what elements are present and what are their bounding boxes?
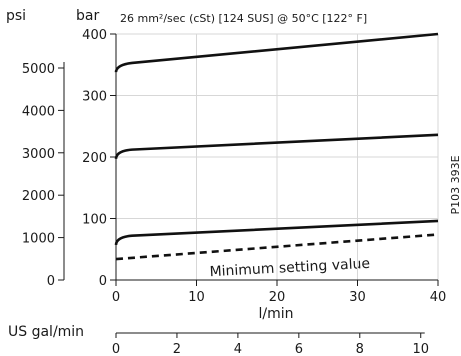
series-line-3 bbox=[114, 219, 439, 246]
x-tick-label: 30 bbox=[349, 290, 366, 305]
series-line-2 bbox=[114, 133, 439, 160]
y-tick-label-psi: 0 bbox=[47, 274, 55, 289]
y-tick-label-psi: 5000 bbox=[22, 62, 55, 77]
y-tick-label-psi: 3000 bbox=[22, 147, 55, 162]
x2-tick-label: 4 bbox=[234, 342, 242, 356]
y-tick-label-bar: 400 bbox=[82, 28, 107, 43]
grid-layer bbox=[116, 33, 439, 280]
x2-tick-label: 8 bbox=[356, 342, 364, 356]
y-tick-label-psi: 2000 bbox=[22, 189, 55, 204]
x-axis-label: l/min bbox=[258, 306, 293, 322]
x-tick-label: 20 bbox=[269, 290, 286, 305]
y-tick-label-psi: 1000 bbox=[22, 232, 55, 247]
y-tick-label-bar: 300 bbox=[82, 90, 107, 105]
x2-axis-label: US gal/min bbox=[8, 324, 84, 340]
x-tick-label: 10 bbox=[188, 290, 205, 305]
y-tick-label-bar: 200 bbox=[82, 151, 107, 166]
x-tick-label: 0 bbox=[112, 290, 120, 305]
x2-tick-label: 0 bbox=[112, 342, 120, 356]
minimum-setting-line bbox=[115, 233, 439, 261]
x2-tick-label: 6 bbox=[295, 342, 303, 356]
x2-tick-label: 2 bbox=[173, 342, 181, 356]
y-tick-label-bar: 0 bbox=[99, 274, 107, 289]
y-tick-label-bar: 100 bbox=[82, 213, 107, 228]
x-tick-label: 40 bbox=[430, 290, 447, 305]
x2-tick-label: 10 bbox=[412, 342, 429, 356]
y-tick-label-psi: 4000 bbox=[22, 104, 55, 119]
y-axis-label-psi: psi bbox=[6, 8, 26, 24]
series-line-1 bbox=[114, 32, 439, 73]
minimum-setting-annotation: Minimum setting value bbox=[209, 256, 370, 280]
chart-title: 26 mm²/sec (cSt) [124 SUS] @ 50°C [122° … bbox=[120, 12, 367, 25]
series-layer bbox=[114, 32, 439, 261]
y-axis-label-bar: bar bbox=[76, 8, 99, 24]
chart-code: P103 393E bbox=[449, 155, 461, 214]
